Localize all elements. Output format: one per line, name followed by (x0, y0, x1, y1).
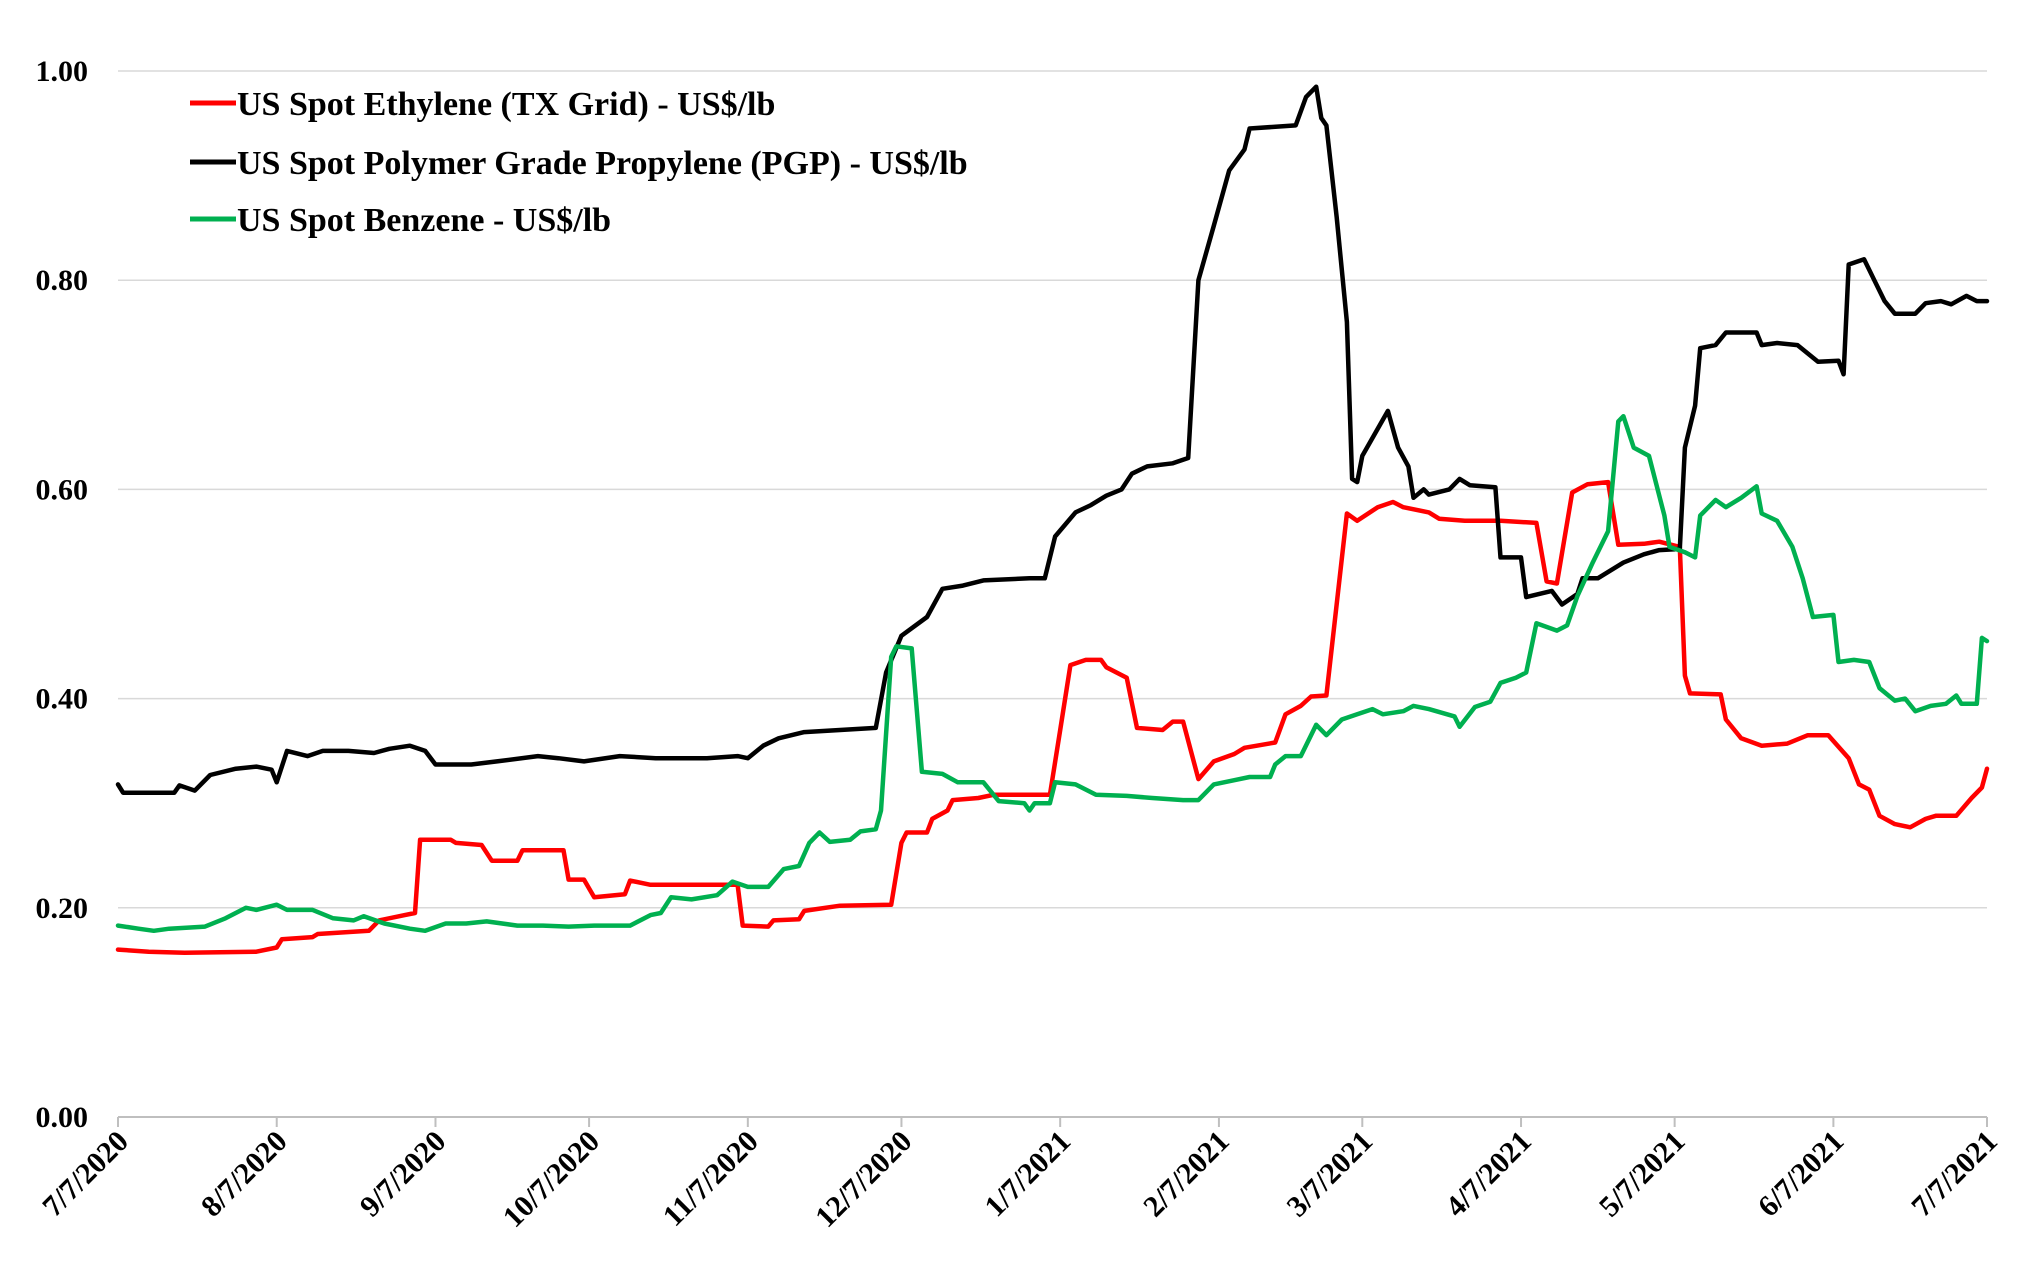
y-tick-label: 0.20 (36, 892, 89, 925)
x-tick-label: 4/7/2021 (1439, 1125, 1538, 1224)
y-tick-label: 0.60 (36, 473, 89, 506)
x-tick-label: 8/7/2020 (195, 1125, 294, 1224)
legend-label-propylene: US Spot Polymer Grade Propylene (PGP) - … (237, 145, 968, 182)
y-tick-label: 0.40 (36, 683, 89, 716)
legend-label-ethylene: US Spot Ethylene (TX Grid) - US$/lb (237, 86, 775, 123)
legend: US Spot Ethylene (TX Grid) - US$/lb US S… (190, 86, 968, 239)
legend-label-benzene: US Spot Benzene - US$/lb (237, 202, 611, 239)
y-tick-label: 0.80 (36, 264, 89, 297)
x-tick-label: 2/7/2021 (1137, 1125, 1236, 1224)
x-tick-label: 11/7/2020 (657, 1125, 765, 1233)
series-line-ethylene (115, 479, 1990, 956)
x-tick-label: 5/7/2021 (1593, 1125, 1692, 1224)
series-lines (115, 84, 1990, 956)
gridlines (118, 70, 1987, 909)
series-line-propylene (115, 84, 1990, 795)
x-tick-label: 1/7/2021 (978, 1125, 1077, 1224)
axes (117, 1116, 1988, 1127)
x-tick-label: 9/7/2020 (354, 1125, 453, 1224)
x-tick-label: 7/7/2020 (36, 1125, 135, 1224)
x-tick-label: 3/7/2021 (1280, 1125, 1379, 1224)
x-tick-label: 6/7/2021 (1752, 1125, 1851, 1224)
y-tick-label: 1.00 (36, 55, 89, 88)
x-tick-labels: 7/7/2020 8/7/2020 9/7/2020 10/7/2020 11/7/20… (36, 1125, 2004, 1234)
x-tick-label: 10/7/2020 (497, 1125, 606, 1234)
x-tick-label: 12/7/2020 (809, 1125, 918, 1234)
y-tick-labels: 0.00 0.20 0.40 0.60 0.80 1.00 (36, 55, 89, 1134)
series-line-benzene (115, 413, 1990, 934)
x-tick-label: 7/7/2021 (1905, 1125, 2004, 1224)
y-tick-label: 0.00 (36, 1101, 89, 1134)
